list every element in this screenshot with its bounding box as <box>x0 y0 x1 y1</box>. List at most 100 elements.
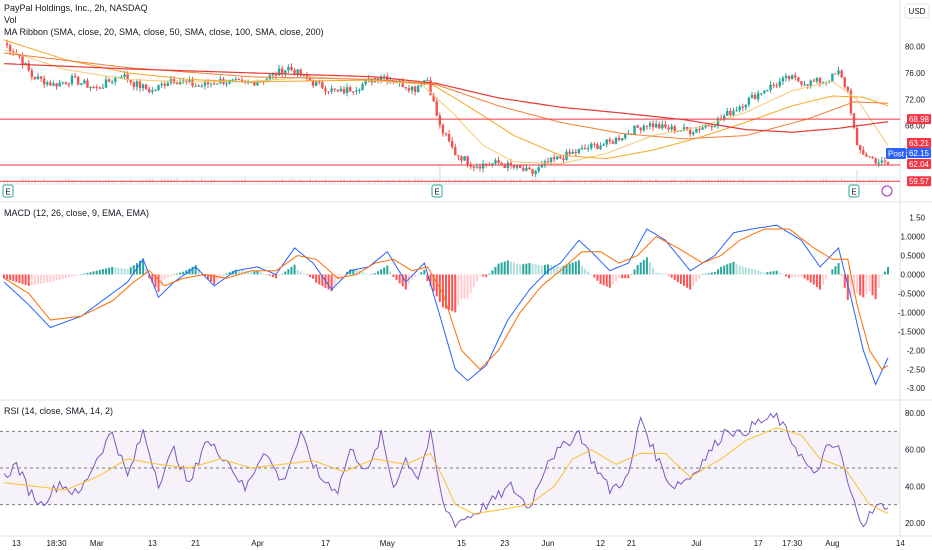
macd-histogram-bar <box>441 274 444 308</box>
volume-bar <box>435 178 438 185</box>
candle-body <box>679 130 683 132</box>
candle-body <box>682 127 686 131</box>
macd-histogram-bar <box>704 273 707 275</box>
dividend-marker-icon[interactable] <box>881 185 893 197</box>
volume-bar <box>120 180 123 185</box>
macd-histogram-bar <box>506 260 509 275</box>
time-tick-label: 18:30 <box>47 539 68 548</box>
volume-bar <box>451 181 454 185</box>
candle-body <box>735 110 738 112</box>
volume-bar <box>275 180 277 185</box>
macd-histogram-bar <box>296 269 299 275</box>
candle-body <box>707 125 710 127</box>
candle-body <box>834 73 837 75</box>
macd-histogram-bar <box>219 274 222 279</box>
macd-histogram-bar <box>534 264 537 275</box>
volume-bar <box>513 179 515 185</box>
candle-body <box>182 80 185 82</box>
volume-bar <box>815 182 818 185</box>
volume-bar <box>92 181 95 185</box>
volume-bar <box>664 181 667 185</box>
volume-bar <box>556 182 559 185</box>
macd-histogram-bar <box>312 274 315 279</box>
candle-body <box>206 81 210 85</box>
macd-histogram-bar <box>290 266 293 275</box>
candle-body <box>364 80 367 85</box>
volume-bar <box>423 181 426 185</box>
candle-body <box>803 84 806 86</box>
volume-bar <box>271 182 274 185</box>
candle-body <box>39 76 43 79</box>
volume-bar <box>438 163 441 185</box>
candle-body <box>549 157 553 163</box>
candle-body <box>858 145 862 151</box>
candle-body <box>515 165 519 168</box>
volume-bar <box>713 181 716 185</box>
macd-histogram-bar <box>154 274 157 288</box>
macd-histogram-bar <box>757 270 760 275</box>
macd-histogram-bar <box>491 270 494 275</box>
macd-histogram-bar <box>117 267 120 275</box>
volume-bar <box>809 181 812 185</box>
macd-tick-label: 1.0000 <box>901 233 926 242</box>
volume-bar <box>472 180 475 185</box>
candle-body <box>651 123 655 128</box>
macd-histogram-bar <box>460 274 463 300</box>
volume-bar <box>46 180 49 185</box>
ma-ribbon-legend: MA Ribbon (SMA, close, 20, SMA, close, 5… <box>4 27 324 37</box>
macd-histogram-bar <box>80 274 83 275</box>
macd-histogram-bar <box>309 274 311 277</box>
macd-histogram-bar <box>828 274 831 275</box>
earnings-marker-icon[interactable] <box>431 184 443 198</box>
macd-histogram-bar <box>281 273 284 275</box>
macd-histogram-bar <box>645 257 648 275</box>
candle-body <box>624 133 627 139</box>
macd-histogram-bar <box>611 274 614 285</box>
volume-bar <box>321 180 324 185</box>
earnings-marker-icon[interactable] <box>2 184 14 198</box>
volume-bar <box>485 181 488 185</box>
macd-histogram-bar <box>772 271 775 275</box>
currency-button[interactable] <box>904 3 930 19</box>
earnings-marker-icon[interactable] <box>848 184 860 198</box>
candle-body <box>144 84 148 89</box>
candle-body <box>512 165 516 168</box>
volume-bar <box>216 182 219 185</box>
candle-body <box>138 81 142 89</box>
macd-histogram-bar <box>550 264 553 275</box>
candle-body <box>716 118 720 126</box>
macd-histogram-bar <box>401 274 404 287</box>
volume-bar <box>488 182 491 185</box>
volume-bar <box>828 180 831 185</box>
macd-histogram-bar <box>785 274 787 277</box>
volume-bar <box>145 178 148 185</box>
volume-bar <box>179 182 182 185</box>
candle-body <box>460 156 463 161</box>
macd-histogram-bar <box>624 274 627 279</box>
time-tick-label: 13 <box>148 539 157 548</box>
macd-histogram-bar <box>522 264 525 275</box>
volume-bar <box>327 182 330 185</box>
volume-bar <box>117 182 120 185</box>
macd-histogram-bar <box>778 272 781 275</box>
candle-body <box>503 164 506 168</box>
macd-histogram-bar <box>806 274 809 281</box>
rsi-tick-label: 20.00 <box>905 519 926 528</box>
candle-body <box>475 166 479 168</box>
volume-bar <box>760 180 763 185</box>
volume-bar <box>3 179 5 185</box>
volume-bar <box>15 182 18 185</box>
volume-bar <box>330 180 333 185</box>
volume-bar <box>744 182 747 185</box>
volume-bar <box>250 180 253 185</box>
volume-bar <box>457 179 460 185</box>
candle-body <box>784 76 788 78</box>
time-tick-label: Jun <box>542 539 555 548</box>
candle-body <box>407 88 411 91</box>
candle-body <box>413 86 417 92</box>
price-tag-label: 59.57 <box>909 177 930 186</box>
volume-bar <box>296 180 299 185</box>
volume-bar <box>173 179 175 185</box>
candle-body <box>336 89 340 92</box>
